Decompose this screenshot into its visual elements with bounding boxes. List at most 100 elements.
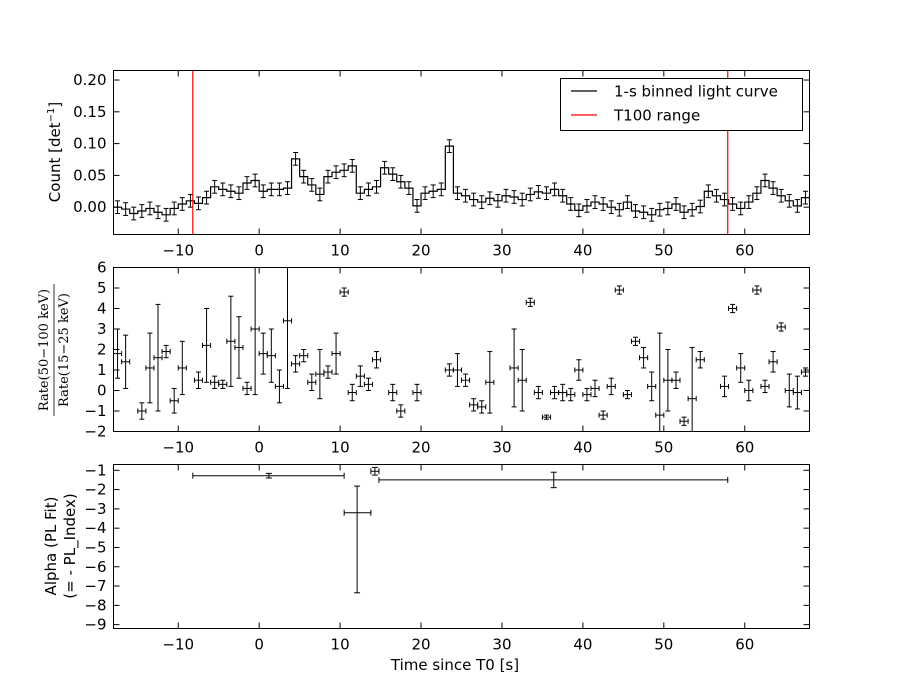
light-curve-error-bar bbox=[689, 202, 695, 217]
light-curve-error-bar bbox=[195, 196, 201, 211]
x-tick-label: 10 bbox=[331, 242, 350, 260]
light-curve-error-bar bbox=[349, 158, 355, 173]
light-curve-error-bar bbox=[123, 202, 129, 216]
x-tick-label: 10 bbox=[331, 636, 350, 654]
hardness-ratio-point bbox=[339, 287, 349, 297]
y-tick-label: −9 bbox=[84, 616, 106, 634]
hardness-ratio-point bbox=[121, 334, 131, 389]
panel-3-ylabel-line2: (= - PL_Index) bbox=[61, 493, 80, 598]
light-curve-error-bar bbox=[422, 186, 428, 201]
x-tick-label: 60 bbox=[735, 439, 754, 457]
hardness-ratio-point bbox=[695, 351, 705, 369]
y-tick-label: 0.00 bbox=[73, 198, 106, 216]
y-tick-label: −6 bbox=[84, 558, 106, 576]
x-tick-label: 50 bbox=[654, 636, 673, 654]
light-curve-error-bar bbox=[390, 167, 396, 181]
light-curve-error-bar bbox=[244, 176, 250, 190]
light-curve-error-bar bbox=[794, 199, 800, 213]
light-curve-plot-area bbox=[113, 70, 810, 235]
hardness-ratio-point bbox=[477, 400, 487, 414]
y-tick-label: 0.05 bbox=[73, 166, 106, 184]
light-curve-error-bar bbox=[722, 192, 728, 207]
pl-index-point bbox=[192, 472, 345, 479]
y-tick-label: −8 bbox=[84, 596, 106, 614]
light-curve-error-bar bbox=[802, 190, 808, 205]
hardness-ratio-point bbox=[541, 414, 552, 420]
light-curve-error-bar bbox=[446, 139, 452, 153]
legend-box bbox=[560, 78, 803, 131]
y-tick-label: 0.10 bbox=[73, 135, 106, 153]
light-curve-error-bar bbox=[131, 206, 137, 221]
hardness-ratio-point bbox=[687, 346, 697, 432]
hardness-ratio-point bbox=[760, 379, 770, 394]
panel-3-ylabel: Alpha (PL Fit) (= - PL_Index) bbox=[42, 493, 80, 598]
light-curve-error-bar bbox=[754, 186, 760, 201]
hardness-ratio-point bbox=[679, 416, 689, 426]
x-tick-label: 0 bbox=[254, 242, 264, 260]
y-tick-label: −2 bbox=[84, 481, 106, 499]
y-tick-label: −7 bbox=[84, 577, 106, 595]
x-axis-label: Time since T0 [s] bbox=[390, 656, 519, 674]
light-curve-error-bar bbox=[463, 188, 469, 203]
hardness-ratio-point bbox=[250, 267, 260, 396]
light-curve-error-bar bbox=[236, 186, 242, 201]
x-tick-label: 50 bbox=[654, 242, 673, 260]
x-tick-label: 30 bbox=[492, 242, 511, 260]
hardness-ratio-point bbox=[145, 332, 155, 404]
light-curve-error-bar bbox=[697, 199, 703, 214]
legend: 1-s binned light curve T100 range bbox=[560, 78, 803, 131]
light-curve-error-bar bbox=[657, 202, 663, 217]
light-curve-error-bar bbox=[333, 165, 339, 180]
light-curve-error-bar bbox=[641, 205, 647, 220]
y-tick-label: 2 bbox=[97, 341, 107, 359]
hardness-ratio-point bbox=[590, 379, 600, 398]
light-curve-error-bar bbox=[624, 195, 630, 209]
light-curve-error-bar bbox=[746, 195, 752, 209]
light-curve-error-bar bbox=[414, 199, 420, 213]
hardness-ratio-point bbox=[226, 295, 236, 387]
y-tick-label: −5 bbox=[84, 538, 106, 556]
x-tick-label: 40 bbox=[573, 439, 592, 457]
x-tick-label: 40 bbox=[573, 242, 592, 260]
light-curve-error-bar bbox=[357, 186, 363, 201]
light-curve-error-bar bbox=[438, 182, 444, 197]
legend-label-t100: T100 range bbox=[613, 107, 700, 125]
light-curve-error-bar bbox=[317, 187, 323, 202]
light-curve-error-bar bbox=[487, 191, 493, 206]
x-tick-label: 0 bbox=[254, 439, 264, 457]
y-tick-label: 0.15 bbox=[73, 103, 106, 121]
hardness-ratio-point bbox=[485, 351, 495, 414]
y-tick-label: 6 bbox=[97, 259, 107, 277]
legend-label-light-curve: 1-s binned light curve bbox=[614, 83, 778, 101]
light-curve-error-bar bbox=[527, 187, 533, 202]
light-curve-error-bar bbox=[382, 160, 388, 175]
hardness-ratio-point bbox=[752, 285, 762, 295]
hardness-ratio-point bbox=[202, 308, 212, 383]
hardness-ratio-point bbox=[614, 285, 624, 295]
y-tick-label: −2 bbox=[84, 423, 106, 441]
y-tick-label: −1 bbox=[84, 461, 106, 479]
hardness-ratio-point bbox=[639, 346, 649, 369]
hardness-ratio-point bbox=[719, 375, 730, 398]
x-tick-label: 20 bbox=[411, 242, 430, 260]
light-curve-error-bar bbox=[341, 163, 347, 178]
light-curve-error-bar bbox=[479, 195, 485, 209]
pl-index-point bbox=[343, 485, 372, 594]
hardness-ratio-point bbox=[323, 365, 333, 379]
light-curve-error-bar bbox=[568, 197, 574, 211]
hardness-ratio-point bbox=[800, 367, 810, 377]
light-curve-error-bar bbox=[681, 205, 687, 220]
hardness-ratio-point bbox=[598, 410, 608, 420]
hardness-ratio-point bbox=[582, 387, 592, 402]
pl-index-point bbox=[378, 471, 729, 489]
y-tick-label: −1 bbox=[84, 402, 106, 420]
hardness-ratio-point bbox=[347, 383, 357, 402]
y-tick-label: 4 bbox=[97, 300, 107, 318]
light-curve-error-bar bbox=[616, 202, 622, 217]
light-curve-error-bar bbox=[268, 182, 274, 197]
light-curve-error-bar bbox=[519, 192, 525, 207]
hardness-ratio-point bbox=[525, 297, 535, 307]
light-curve-error-bar bbox=[204, 190, 210, 205]
hardness-ratio-point bbox=[137, 402, 147, 420]
hardness-ratio-point bbox=[396, 404, 406, 418]
